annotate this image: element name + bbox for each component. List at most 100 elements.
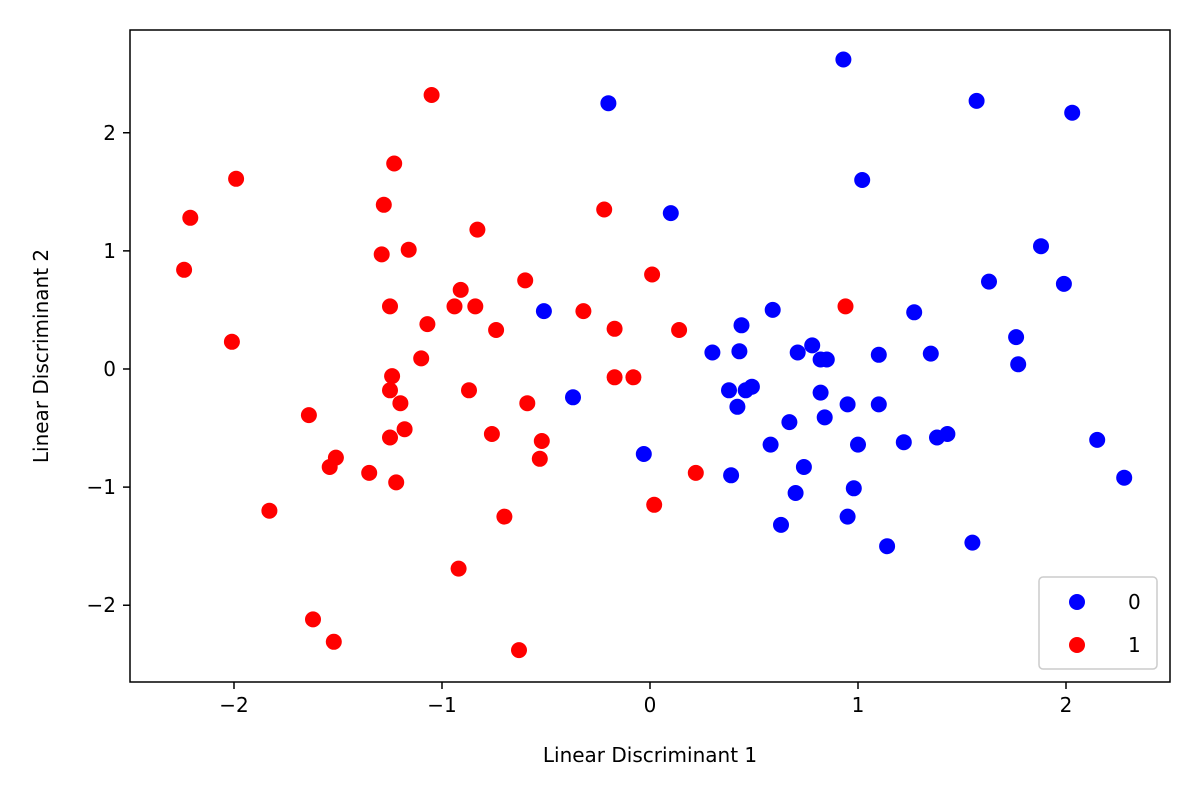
scatter-point-series-1 xyxy=(413,350,430,367)
legend: 0 1 xyxy=(1038,576,1158,670)
scatter-point-series-0 xyxy=(743,378,760,395)
scatter-point-series-1 xyxy=(384,368,401,385)
scatter-point-series-1 xyxy=(300,407,317,424)
scatter-point-series-0 xyxy=(906,304,923,321)
scatter-point-series-1 xyxy=(575,303,592,320)
scatter-point-series-1 xyxy=(321,459,338,475)
scatter-point-series-0 xyxy=(804,337,821,354)
scatter-point-series-1 xyxy=(452,281,469,298)
scatter-point-series-0 xyxy=(733,317,750,334)
y-tick-label: −1 xyxy=(87,475,116,499)
scatter-point-series-1 xyxy=(388,474,405,491)
scatter-point-series-0 xyxy=(723,467,740,484)
scatter-point-series-0 xyxy=(731,343,748,360)
scatter-point-series-1 xyxy=(646,496,663,513)
scatter-point-series-0 xyxy=(818,351,835,368)
x-tick-label: −1 xyxy=(427,693,456,717)
scatter-point-series-1 xyxy=(488,322,505,338)
scatter-point-series-0 xyxy=(565,389,581,406)
scatter-point-series-0 xyxy=(895,434,912,451)
x-tick-label: −2 xyxy=(219,693,248,717)
scatter-point-series-1 xyxy=(450,560,467,577)
scatter-point-series-1 xyxy=(483,426,500,442)
scatter-point-series-0 xyxy=(1033,238,1049,255)
scatter-point-series-1 xyxy=(228,170,245,187)
scatter-point-series-0 xyxy=(922,345,939,362)
scatter-point-series-0 xyxy=(535,303,552,320)
scatter-point-series-0 xyxy=(850,436,866,453)
scatter-point-series-0 xyxy=(662,205,679,222)
legend-marker-series-1 xyxy=(1069,637,1085,653)
scatter-point-series-0 xyxy=(635,446,652,462)
y-axis-ticks: −2 −1 0 1 2 xyxy=(87,121,130,617)
x-tick-label: 2 xyxy=(1060,693,1073,717)
scatter-point-series-0 xyxy=(845,480,862,497)
y-axis-label: Linear Discriminant 2 xyxy=(29,249,53,463)
scatter-point-series-0 xyxy=(839,396,856,413)
legend-label-series-1: 1 xyxy=(1128,633,1141,657)
scatter-point-series-1 xyxy=(392,395,409,412)
scatter-point-series-1 xyxy=(261,502,278,519)
scatter-point-series-1 xyxy=(419,316,436,333)
scatter-point-series-0 xyxy=(1089,431,1106,448)
scatter-point-series-0 xyxy=(764,301,781,318)
scatter-point-series-1 xyxy=(469,221,486,238)
scatter-point-series-1 xyxy=(423,87,440,103)
scatter-point-series-1 xyxy=(596,201,613,218)
scatter-point-series-1 xyxy=(517,272,534,289)
plot-points xyxy=(176,51,1133,659)
x-axis-label: Linear Discriminant 1 xyxy=(543,743,757,767)
y-tick-label: −2 xyxy=(87,593,116,617)
scatter-point-series-0 xyxy=(964,534,981,551)
scatter-point-series-1 xyxy=(511,642,527,659)
scatter-point-series-0 xyxy=(762,436,779,453)
x-axis-ticks: −2 −1 0 1 2 xyxy=(219,682,1072,717)
scatter-point-series-0 xyxy=(1064,104,1081,121)
y-tick-label: 2 xyxy=(103,121,116,145)
x-tick-label: 0 xyxy=(644,693,657,717)
scatter-point-series-1 xyxy=(382,298,398,315)
scatter-point-series-0 xyxy=(879,538,896,555)
scatter-point-series-1 xyxy=(625,369,642,386)
scatter-point-series-0 xyxy=(839,508,856,525)
scatter-point-series-1 xyxy=(531,450,548,467)
scatter-point-series-1 xyxy=(461,382,477,399)
scatter-point-series-0 xyxy=(968,92,985,109)
scatter-point-series-0 xyxy=(981,273,997,290)
scatter-point-series-1 xyxy=(467,298,484,315)
scatter-point-series-1 xyxy=(396,421,413,438)
scatter-point-series-1 xyxy=(606,320,623,337)
scatter-point-series-0 xyxy=(704,344,721,361)
scatter-point-series-1 xyxy=(496,508,513,525)
scatter-point-series-1 xyxy=(176,261,193,278)
scatter-point-series-0 xyxy=(787,485,804,501)
legend-box xyxy=(1038,576,1158,670)
scatter-point-series-1 xyxy=(400,241,417,258)
scatter-point-series-1 xyxy=(382,429,398,446)
scatter-point-series-1 xyxy=(446,298,463,315)
scatter-point-series-0 xyxy=(870,396,887,413)
scatter-point-series-0 xyxy=(1116,469,1133,486)
legend-label-series-0: 0 xyxy=(1128,590,1141,614)
y-tick-label: 1 xyxy=(103,239,116,263)
scatter-point-series-1 xyxy=(837,298,854,315)
scatter-point-series-0 xyxy=(1055,275,1072,292)
scatter-point-series-1 xyxy=(305,611,321,628)
scatter-point-series-1 xyxy=(361,464,378,481)
scatter-point-series-1 xyxy=(223,333,240,350)
scatter-point-series-0 xyxy=(835,51,852,68)
scatter-point-series-1 xyxy=(671,322,688,338)
scatter-point-series-1 xyxy=(182,209,199,226)
scatter-point-series-0 xyxy=(600,95,617,112)
scatter-point-series-1 xyxy=(644,266,661,283)
scatter-point-series-0 xyxy=(816,409,833,426)
scatter-point-series-0 xyxy=(854,172,871,188)
scatter-point-series-1 xyxy=(325,633,342,650)
scatter-point-series-0 xyxy=(781,414,798,431)
scatter-point-series-1 xyxy=(519,395,536,412)
scatter-point-series-0 xyxy=(721,382,737,399)
scatter-point-series-0 xyxy=(870,346,887,363)
scatter-point-series-0 xyxy=(773,516,789,533)
